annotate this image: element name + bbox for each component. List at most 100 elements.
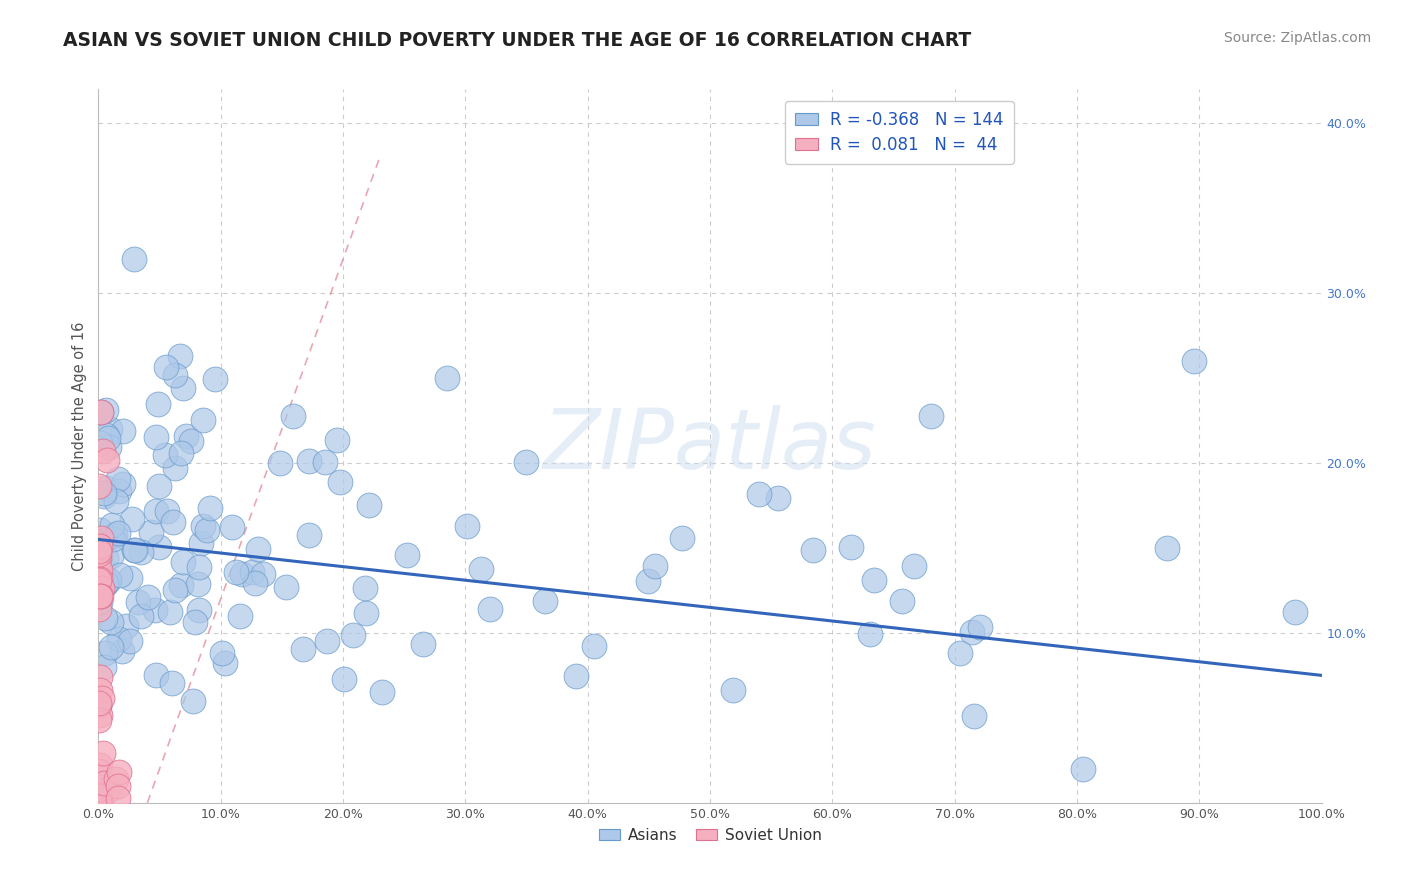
Legend: Asians, Soviet Union: Asians, Soviet Union — [592, 822, 828, 848]
Point — [342, 628, 364, 642]
Point — [108, 568, 131, 582]
Point — [100, 615, 122, 630]
Point — [274, 580, 297, 594]
Point — [891, 594, 914, 608]
Point — [136, 590, 159, 604]
Point — [87, 794, 110, 808]
Point — [163, 368, 186, 382]
Point — [229, 609, 252, 624]
Point — [111, 476, 134, 491]
Point — [191, 413, 214, 427]
Point — [96, 576, 118, 591]
Point — [920, 409, 942, 424]
Point — [93, 534, 115, 549]
Point — [1071, 762, 1094, 776]
Point — [127, 595, 149, 609]
Point — [87, 764, 110, 778]
Point — [90, 794, 112, 808]
Point — [170, 446, 193, 460]
Point — [107, 790, 129, 805]
Point — [187, 577, 209, 591]
Point — [214, 656, 236, 670]
Point — [139, 525, 162, 540]
Y-axis label: Child Poverty Under the Age of 16: Child Poverty Under the Age of 16 — [72, 321, 87, 571]
Point — [748, 486, 770, 500]
Point — [859, 627, 882, 641]
Point — [243, 575, 266, 590]
Point — [211, 646, 233, 660]
Point — [94, 646, 117, 660]
Point — [169, 349, 191, 363]
Point — [903, 559, 925, 574]
Point — [89, 591, 111, 605]
Point — [1182, 354, 1205, 368]
Point — [120, 570, 142, 584]
Point — [252, 567, 274, 582]
Point — [97, 573, 120, 587]
Point — [145, 668, 167, 682]
Point — [108, 632, 131, 646]
Point — [949, 646, 972, 660]
Point — [357, 498, 380, 512]
Point — [200, 501, 222, 516]
Point — [188, 560, 211, 574]
Point — [180, 434, 202, 448]
Point — [91, 690, 114, 705]
Point — [172, 555, 194, 569]
Point — [412, 637, 434, 651]
Point — [354, 582, 377, 596]
Point — [183, 615, 205, 629]
Point — [156, 504, 179, 518]
Point — [89, 573, 111, 587]
Point — [188, 603, 211, 617]
Point — [515, 455, 537, 469]
Point — [240, 565, 263, 579]
Point — [354, 606, 377, 620]
Point — [246, 542, 269, 557]
Point — [111, 644, 134, 658]
Point — [87, 698, 110, 712]
Point — [172, 381, 194, 395]
Point — [315, 633, 337, 648]
Point — [534, 594, 557, 608]
Point — [98, 422, 121, 436]
Point — [839, 540, 862, 554]
Point — [162, 676, 184, 690]
Point — [87, 781, 110, 796]
Text: ZIPatlas: ZIPatlas — [543, 406, 877, 486]
Point — [145, 430, 167, 444]
Point — [165, 582, 187, 597]
Point — [107, 472, 129, 486]
Point — [298, 453, 321, 467]
Point — [104, 527, 127, 541]
Point — [90, 581, 112, 595]
Point — [470, 562, 492, 576]
Point — [195, 523, 218, 537]
Point — [721, 682, 744, 697]
Point — [108, 764, 131, 779]
Point — [87, 696, 110, 710]
Point — [93, 610, 115, 624]
Point — [87, 550, 110, 565]
Point — [122, 542, 145, 557]
Point — [121, 511, 143, 525]
Point — [124, 543, 146, 558]
Point — [565, 669, 588, 683]
Point — [112, 424, 135, 438]
Point — [87, 794, 110, 808]
Point — [190, 536, 212, 550]
Point — [644, 559, 666, 574]
Point — [637, 574, 659, 588]
Point — [183, 694, 205, 708]
Point — [801, 542, 824, 557]
Point — [456, 519, 478, 533]
Point — [87, 764, 110, 778]
Point — [87, 565, 110, 579]
Point — [969, 620, 991, 634]
Point — [89, 757, 111, 772]
Point — [91, 444, 114, 458]
Point — [89, 792, 111, 806]
Point — [107, 779, 129, 793]
Point — [436, 371, 458, 385]
Point — [104, 494, 127, 508]
